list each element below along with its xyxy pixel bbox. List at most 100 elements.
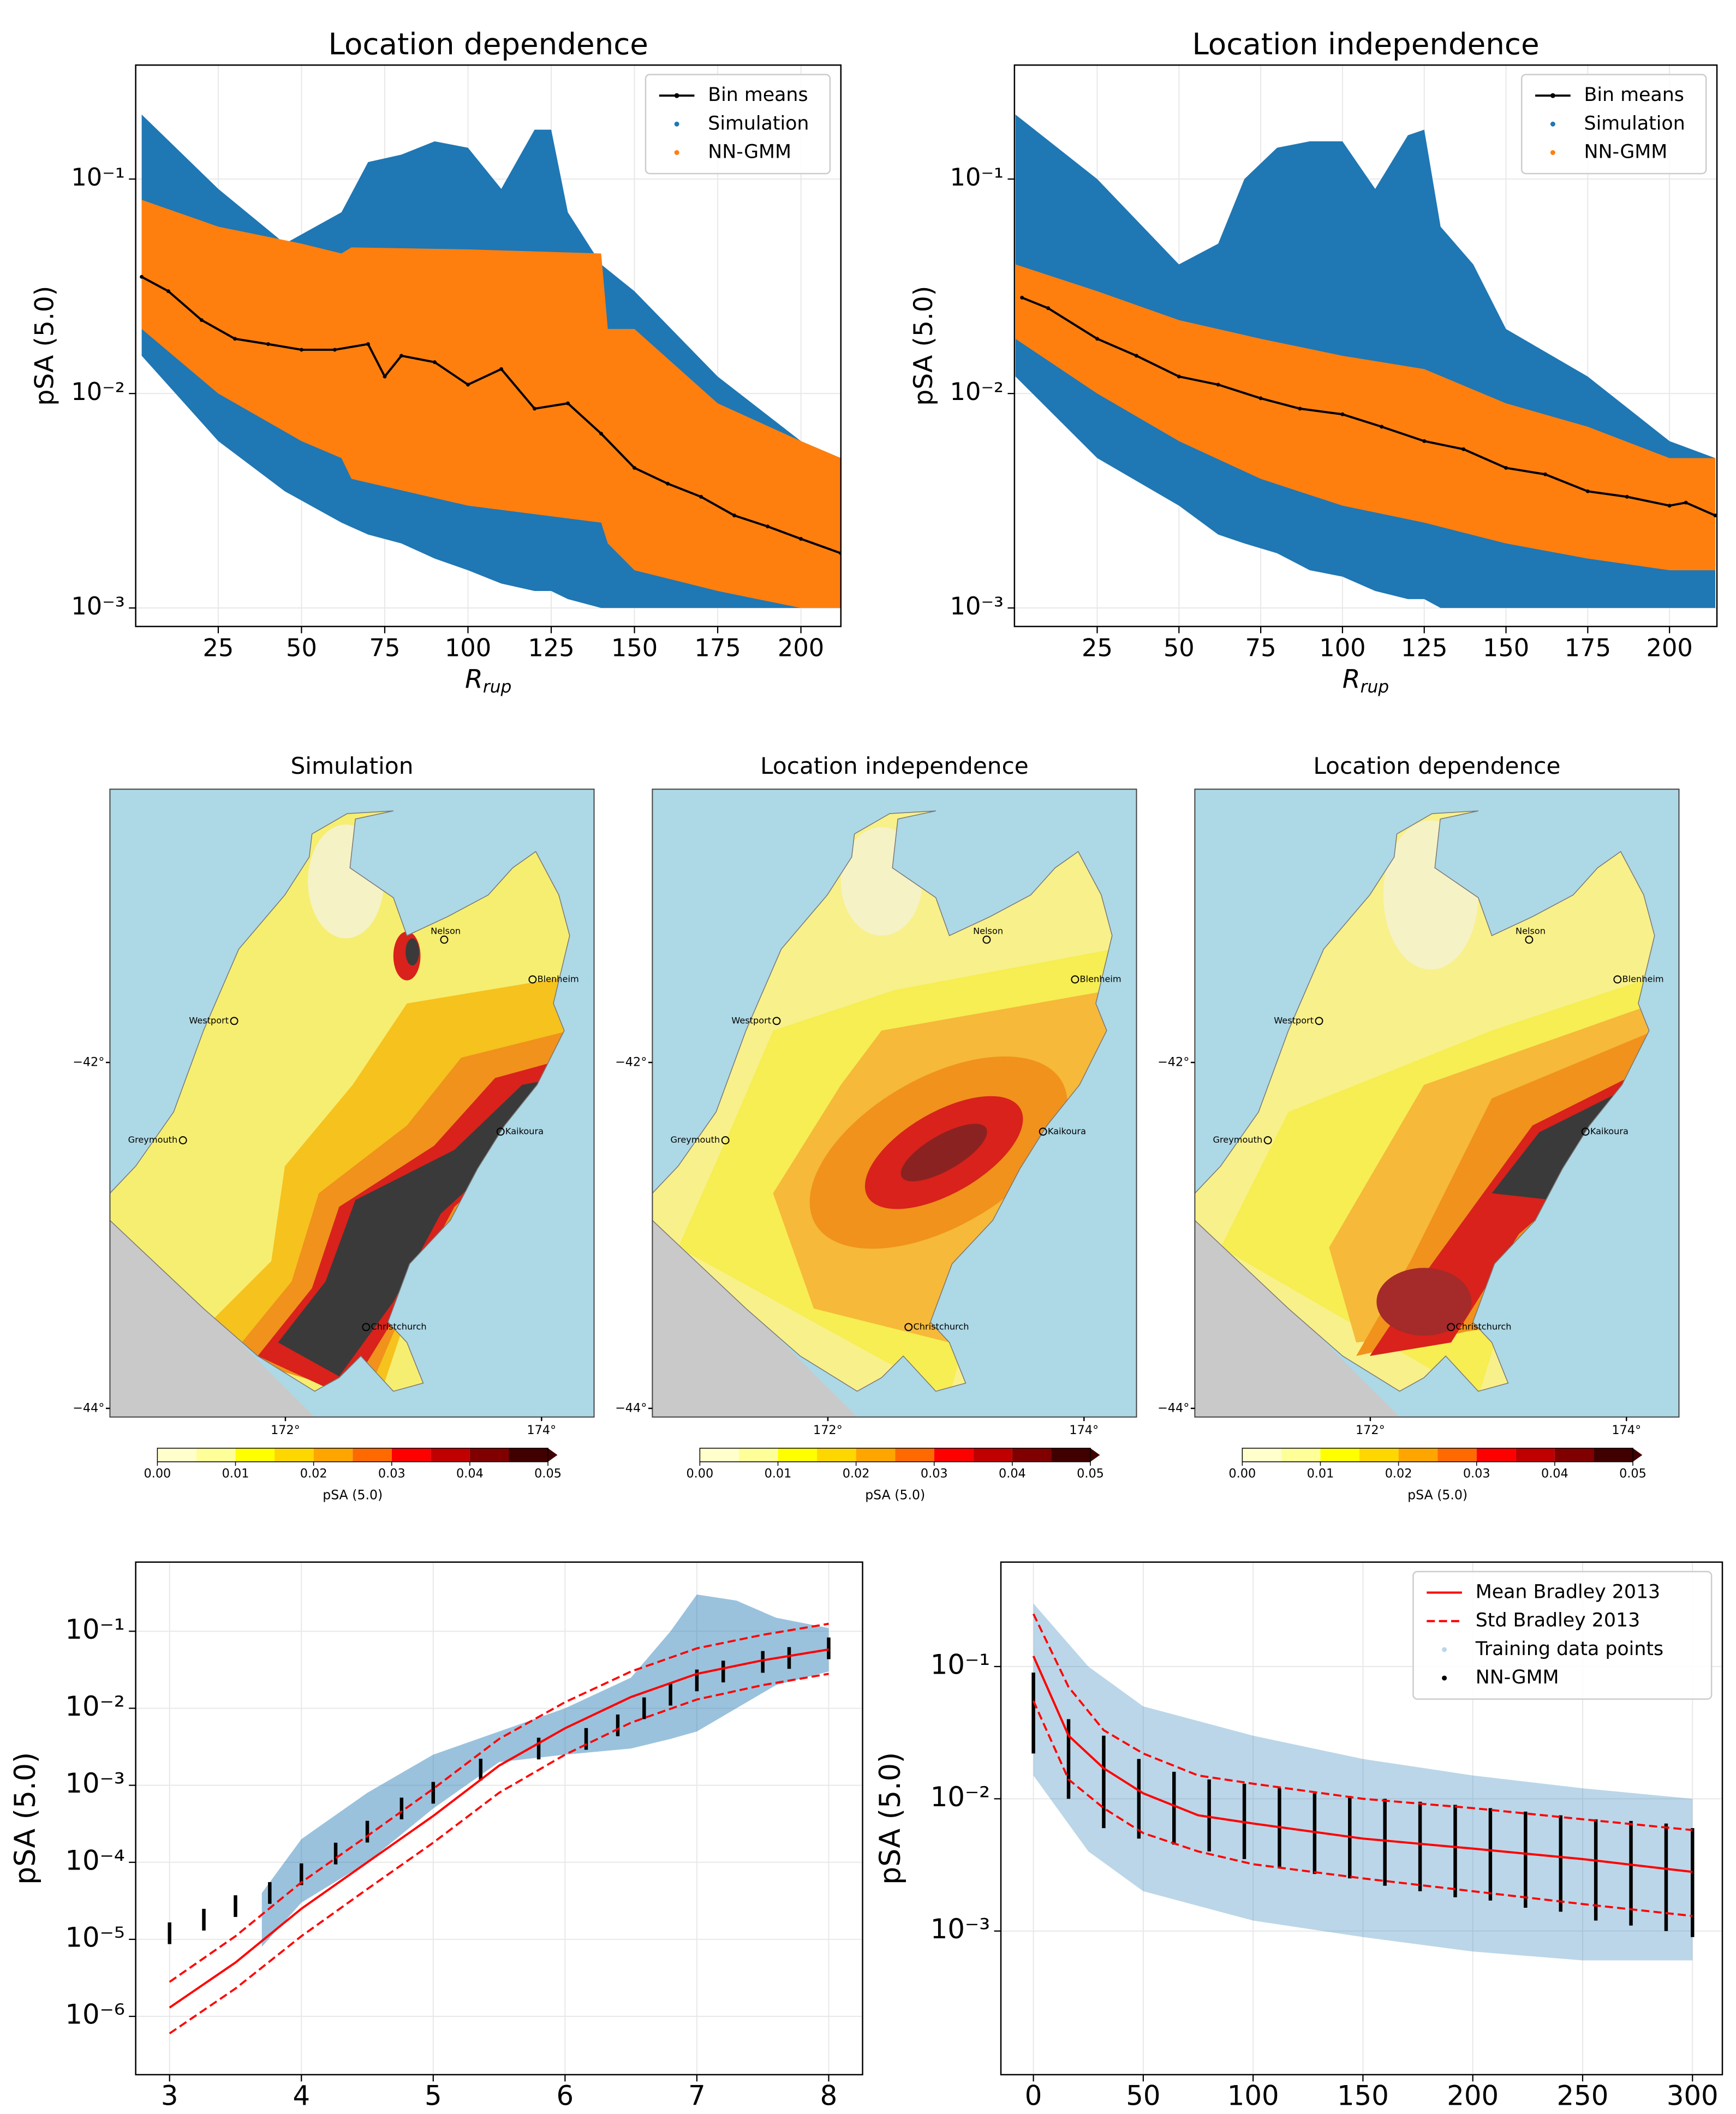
x-tick-label: 50 — [1126, 2080, 1160, 2112]
line-marker — [1625, 494, 1629, 499]
colorbar-segment — [353, 1448, 392, 1462]
x-tick-label: 5 — [425, 2080, 442, 2112]
colorbar-segment — [391, 1448, 431, 1462]
line-marker — [1380, 425, 1384, 429]
y-axis-label: pSA (5.0) — [874, 1752, 907, 1885]
y-tick-label: 10⁻³ — [950, 592, 1004, 620]
line-marker — [1134, 354, 1138, 358]
city-marker — [528, 975, 537, 984]
city-marker — [1581, 1127, 1590, 1136]
line-marker — [666, 481, 670, 486]
x-axis-label: Rrup — [1343, 664, 1389, 696]
city-marker — [230, 1017, 238, 1025]
lon-tick-label: 172° — [1356, 1423, 1385, 1437]
lon-tick-label: 174° — [1612, 1423, 1641, 1437]
city-marker — [982, 935, 991, 944]
legend-label: Simulation — [1584, 112, 1685, 134]
map-frame — [109, 789, 595, 1418]
x-axis-label-main: Magnitude — [423, 2111, 574, 2114]
point — [202, 1909, 206, 1931]
map-title: Location dependence — [1313, 753, 1560, 779]
point-column — [1418, 1801, 1422, 1891]
point — [300, 1863, 303, 1885]
x-tick-label: 250 — [1557, 2080, 1609, 2112]
city-label: Nelson — [1516, 926, 1546, 936]
plot-frame — [1000, 1561, 1723, 2076]
x-tick-label: 150 — [1337, 2080, 1389, 2112]
colorbar-tick-label: 0.04 — [456, 1467, 484, 1481]
line-marker — [566, 401, 570, 405]
city-label: Blenheim — [1080, 974, 1121, 984]
colorbar-segment — [1594, 1448, 1633, 1462]
city-marker — [362, 1323, 371, 1331]
point — [479, 1758, 483, 1781]
map-simulation — [109, 789, 595, 1418]
line-marker — [1713, 513, 1717, 518]
x-tick-label: 175 — [1565, 633, 1611, 662]
point — [642, 1697, 646, 1719]
chart: 10⁻³ 10⁻² 10⁻¹ 25 50 75 100 125 150 175 200 Locatio… — [909, 27, 1718, 697]
city-label: Westport — [189, 1015, 229, 1025]
colorbar-tick-label: 0.04 — [1541, 1467, 1568, 1481]
city-label: Greymouth — [128, 1134, 178, 1145]
line-marker — [1543, 472, 1547, 476]
legend-label: NN-GMM — [1584, 141, 1668, 163]
city-label: Westport — [1274, 1015, 1314, 1025]
map-location-independence — [652, 789, 1137, 1418]
x-tick-label: 4 — [293, 2080, 310, 2112]
legend-label: NN-GMM — [708, 141, 791, 163]
legend-swatch — [674, 150, 679, 156]
colorbar-label: pSA (5.0) — [865, 1487, 925, 1502]
legend-swatch — [1442, 1647, 1447, 1652]
city-label: Christchurch — [913, 1321, 969, 1331]
colorbar-segment — [1320, 1448, 1360, 1462]
series-layer — [168, 1594, 831, 2034]
x-tick-label: 150 — [611, 633, 658, 662]
point-column — [1137, 1759, 1141, 1839]
point-column — [1559, 1815, 1562, 1912]
x-tick-label: 50 — [286, 633, 317, 662]
x-tick-label: 0 — [1025, 2080, 1042, 2112]
city-marker — [772, 1017, 781, 1025]
map-title: Simulation — [291, 753, 414, 779]
city-label: Kaikoura — [1048, 1126, 1086, 1136]
line-marker — [140, 274, 144, 279]
y-tick-label: 10⁻² — [65, 1691, 124, 1722]
colorbar-segment — [856, 1448, 896, 1462]
city-marker — [721, 1136, 730, 1145]
y-tick-label: 10⁻⁶ — [65, 1999, 124, 2031]
line-marker — [383, 374, 387, 379]
scatter-cloud — [141, 200, 841, 608]
point-column — [1172, 1771, 1176, 1845]
y-tick-label: 10⁻⁴ — [65, 1844, 124, 1876]
colorbar-tick-label: 0.03 — [1463, 1467, 1490, 1481]
colorbar-segment — [778, 1448, 818, 1462]
line-marker — [266, 342, 270, 347]
legend-swatch — [674, 121, 679, 127]
x-tick-label: 100 — [1227, 2080, 1279, 2112]
line-marker — [166, 289, 170, 294]
map-title: Location independence — [760, 753, 1029, 779]
coastline — [1194, 810, 1655, 1392]
series-layer — [1015, 114, 1717, 608]
chart: 10⁻³ 10⁻² 10⁻¹ 0 50 100 150 200 250 300 pSA (5.0) R… — [874, 1561, 1723, 2114]
line-marker — [1667, 504, 1672, 508]
x-tick-label: 200 — [778, 633, 824, 662]
y-tick-label: 10⁻¹ — [950, 163, 1004, 192]
y-tick-label: 10⁻¹ — [65, 1614, 124, 1645]
colorbar-segment — [1359, 1448, 1399, 1462]
colorbar-segment — [275, 1448, 314, 1462]
x-axis-label-sub: rup — [483, 677, 512, 697]
legend-swatch — [1550, 150, 1555, 156]
point-column — [1207, 1779, 1211, 1852]
colorbar-tick-label: 0.05 — [1077, 1467, 1104, 1481]
x-axis-label-main: R — [1343, 664, 1361, 694]
plot-frame — [1013, 64, 1718, 628]
line-marker — [1340, 412, 1345, 416]
legend-box — [1520, 74, 1707, 175]
x-tick-label: 75 — [1245, 633, 1276, 662]
city-label: Blenheim — [1622, 974, 1664, 984]
colorbar-tick-label: 0.05 — [1619, 1467, 1646, 1481]
